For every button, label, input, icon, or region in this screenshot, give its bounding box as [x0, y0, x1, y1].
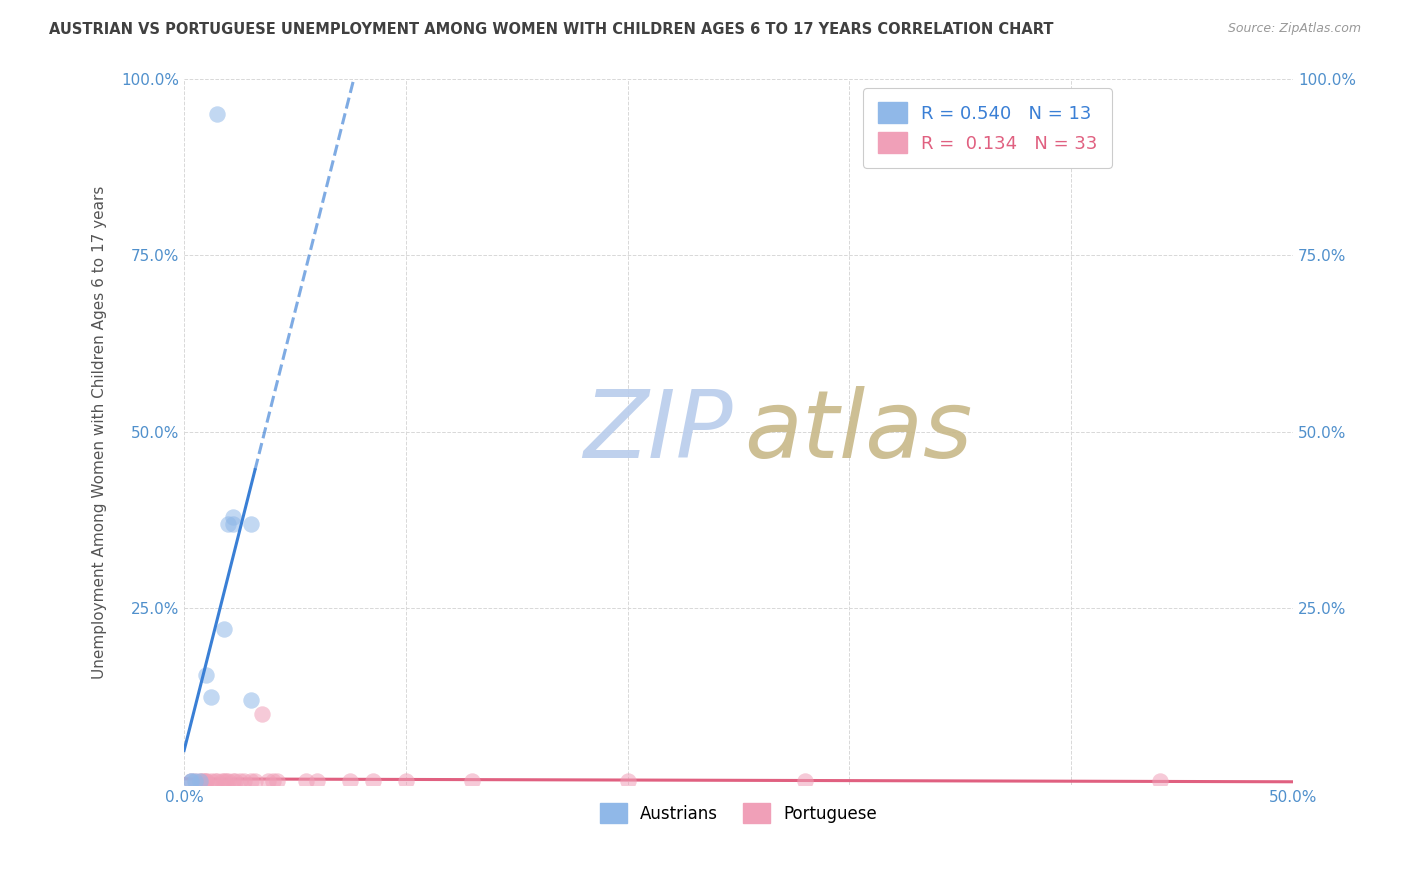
Point [224, 774, 246, 789]
Point [307, 774, 329, 789]
Text: AUSTRIAN VS PORTUGUESE UNEMPLOYMENT AMONG WOMEN WITH CHILDREN AGES 6 TO 17 YEARS: AUSTRIAN VS PORTUGUESE UNEMPLOYMENT AMON… [49, 22, 1053, 37]
Point [195, 774, 218, 789]
Point [217, 516, 239, 531]
Point [184, 774, 207, 789]
Y-axis label: Unemployment Among Women with Children Ages 6 to 17 years: Unemployment Among Women with Children A… [93, 186, 107, 679]
Point [243, 774, 266, 789]
Point [215, 774, 238, 789]
Point [250, 707, 273, 722]
Point [222, 509, 245, 524]
Point [361, 774, 384, 789]
Point [184, 774, 207, 789]
Point [295, 774, 318, 789]
Point [222, 774, 245, 789]
Point [200, 690, 222, 704]
Point [266, 774, 288, 789]
Point [339, 774, 361, 789]
Point [207, 107, 229, 121]
Legend: Austrians, Portuguese: Austrians, Portuguese [593, 797, 883, 830]
Text: atlas: atlas [744, 386, 973, 477]
Point [239, 693, 262, 707]
Point [257, 774, 280, 789]
Text: Source: ZipAtlas.com: Source: ZipAtlas.com [1227, 22, 1361, 36]
Point [188, 774, 211, 789]
Point [239, 516, 262, 531]
Point [212, 623, 235, 637]
Point [195, 668, 218, 682]
Point [228, 774, 250, 789]
Point [395, 774, 418, 789]
Point [794, 774, 817, 789]
Point [191, 774, 214, 789]
Point [233, 774, 256, 789]
Point [204, 774, 226, 789]
Point [200, 774, 222, 789]
Point [211, 774, 233, 789]
Point [262, 774, 284, 789]
Point [188, 774, 211, 789]
Point [1149, 774, 1171, 789]
Point [207, 774, 229, 789]
Point [195, 774, 218, 789]
Point [180, 774, 202, 789]
Point [180, 774, 202, 789]
Text: ZIP: ZIP [583, 386, 733, 477]
Point [180, 774, 202, 789]
Point [222, 516, 245, 531]
Point [239, 774, 262, 789]
Point [193, 774, 215, 789]
Point [461, 774, 484, 789]
Point [212, 774, 235, 789]
Point [217, 774, 239, 789]
Point [616, 774, 638, 789]
